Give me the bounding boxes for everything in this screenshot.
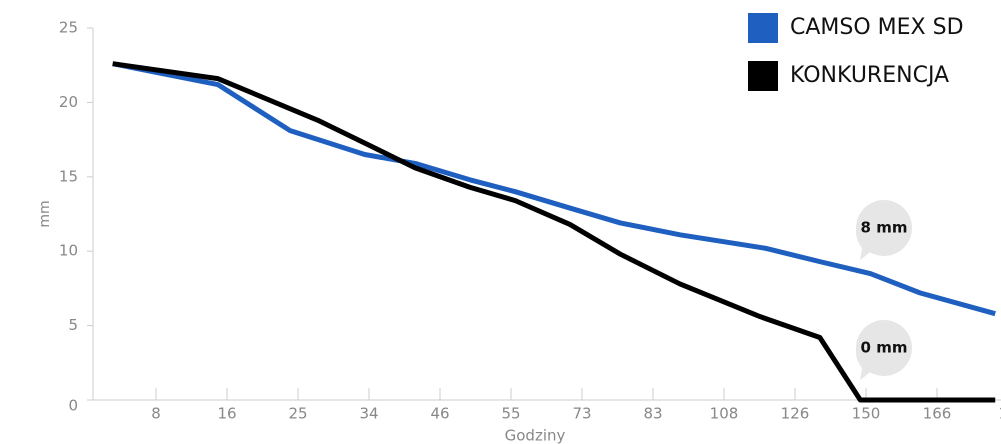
y-tick-label: 5 [68, 316, 78, 334]
annotation-bubble [855, 319, 912, 381]
x-tick-label: 46 [430, 405, 449, 423]
y-tick-label: 20 [59, 93, 78, 111]
x-tick-label: 16 [217, 405, 236, 423]
annotation: 8 mm [861, 219, 908, 237]
legend-swatch [748, 13, 778, 43]
y-tick-label: 25 [59, 19, 78, 37]
annotation: 0 mm [861, 339, 908, 357]
annotation-bubble [855, 199, 912, 261]
x-tick-label: 150 [852, 405, 881, 423]
series-line [112, 61, 996, 403]
y-axis-label: mm [37, 200, 53, 227]
series-line [112, 61, 996, 317]
x-tick-label: 126 [781, 405, 810, 423]
x-tick-label: 73 [572, 405, 591, 423]
x-axis-label: Godziny [505, 427, 566, 444]
y-tick-label: 0 [68, 397, 78, 415]
legend-swatch [748, 61, 778, 91]
x-tick-label: 55 [501, 405, 520, 423]
y-tick-label: 15 [59, 167, 78, 185]
legend-label: CAMSO MEX SD [790, 15, 964, 40]
x-tick-label: 8 [151, 405, 161, 423]
x-tick-label: 108 [710, 405, 739, 423]
x-tick-label: 166 [923, 405, 952, 423]
legend-label: KONKURENCJA [790, 63, 949, 88]
x-tick-label: 19 [998, 405, 1001, 423]
y-tick-label: 10 [59, 242, 78, 260]
x-tick-label: 25 [288, 405, 307, 423]
x-tick-label: 34 [359, 405, 378, 423]
x-tick-label: 83 [643, 405, 662, 423]
